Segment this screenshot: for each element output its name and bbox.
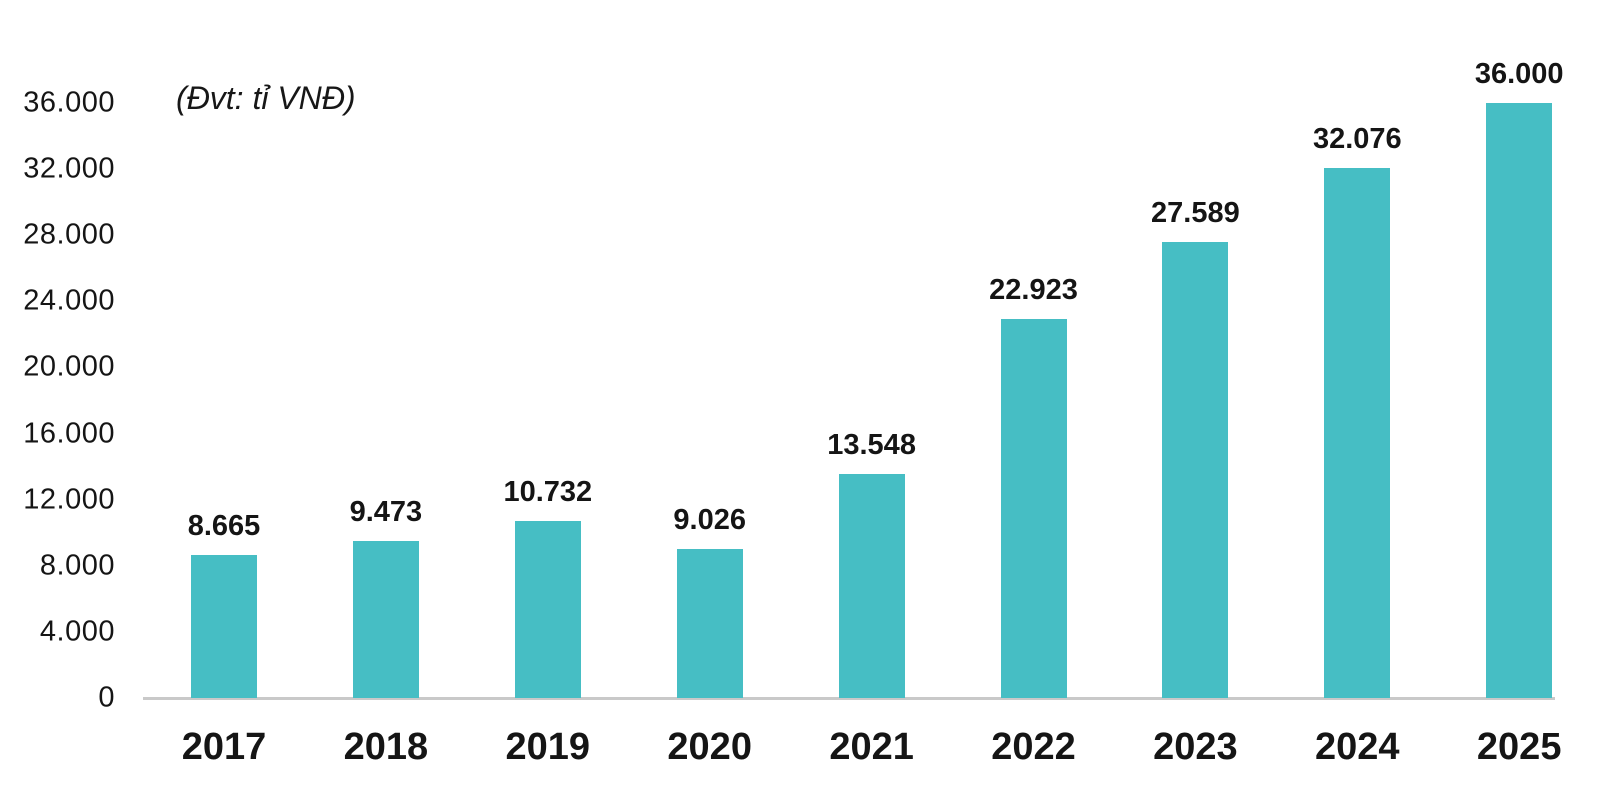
y-tick-label: 20.000 [23,350,115,383]
y-tick-label: 16.000 [23,417,115,450]
x-tick-label: 2023 [1153,726,1238,768]
bar-value-label: 8.665 [187,509,261,542]
bar [1324,167,1391,698]
x-tick-label: 2021 [829,726,914,768]
bar-value-label: 36.000 [1474,58,1564,90]
x-tick-label: 2017 [181,726,267,768]
x-tick-label: 2024 [1315,726,1400,768]
y-tick-label: 36.000 [23,86,115,119]
bar-value-label: 32.076 [1312,122,1402,155]
bar [676,548,743,698]
x-tick-label: 2020 [667,726,752,768]
y-tick-label: 4.000 [39,615,115,648]
bar [1162,242,1229,698]
x-axis-line [143,697,1555,700]
bar-value-label: 22.923 [989,274,1078,307]
bar [514,520,581,698]
bar-value-label: 9.026 [673,503,746,536]
x-tick-label: 2022 [991,726,1076,768]
y-tick-label: 8.000 [39,549,115,582]
bar [1000,319,1067,698]
bar-value-label: 13.548 [827,429,916,462]
bar-value-label: 9.473 [349,496,423,529]
x-tick-label: 2019 [505,726,591,768]
y-tick-label: 0 [98,681,115,714]
bar [838,474,905,698]
bar [352,541,419,698]
bar-value-label: 10.732 [503,475,593,508]
unit-annotation: (Đvt: tỉ VNĐ) [176,80,356,116]
x-tick-label: 2018 [343,726,429,768]
bar [191,554,257,698]
bar-value-label: 27.589 [1151,197,1240,230]
y-tick-label: 32.000 [23,152,115,185]
y-tick-label: 12.000 [23,483,115,516]
bar [1486,103,1553,698]
y-tick-label: 28.000 [23,218,115,251]
y-tick-label: 24.000 [23,284,115,317]
x-tick-label: 2025 [1476,726,1562,768]
